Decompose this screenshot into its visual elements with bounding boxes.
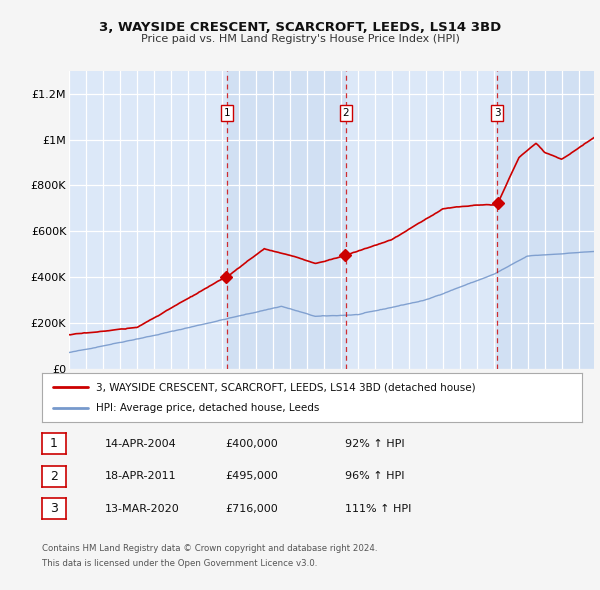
Text: Contains HM Land Registry data © Crown copyright and database right 2024.: Contains HM Land Registry data © Crown c… bbox=[42, 545, 377, 553]
Text: HPI: Average price, detached house, Leeds: HPI: Average price, detached house, Leed… bbox=[96, 404, 319, 414]
Text: 1: 1 bbox=[223, 108, 230, 118]
Text: Price paid vs. HM Land Registry's House Price Index (HPI): Price paid vs. HM Land Registry's House … bbox=[140, 34, 460, 44]
Text: This data is licensed under the Open Government Licence v3.0.: This data is licensed under the Open Gov… bbox=[42, 559, 317, 568]
Text: £716,000: £716,000 bbox=[225, 504, 278, 513]
Text: 2: 2 bbox=[342, 108, 349, 118]
Text: 3, WAYSIDE CRESCENT, SCARCROFT, LEEDS, LS14 3BD: 3, WAYSIDE CRESCENT, SCARCROFT, LEEDS, L… bbox=[99, 21, 501, 34]
Text: 96% ↑ HPI: 96% ↑ HPI bbox=[345, 471, 404, 481]
Bar bbox=[227, 71, 346, 369]
Text: 1: 1 bbox=[50, 437, 58, 450]
Bar bbox=[497, 71, 594, 369]
Text: 2: 2 bbox=[50, 470, 58, 483]
Text: £495,000: £495,000 bbox=[225, 471, 278, 481]
Text: £400,000: £400,000 bbox=[225, 439, 278, 448]
Text: 18-APR-2011: 18-APR-2011 bbox=[105, 471, 176, 481]
Text: 111% ↑ HPI: 111% ↑ HPI bbox=[345, 504, 412, 513]
Text: 3, WAYSIDE CRESCENT, SCARCROFT, LEEDS, LS14 3BD (detached house): 3, WAYSIDE CRESCENT, SCARCROFT, LEEDS, L… bbox=[96, 382, 476, 392]
Text: 3: 3 bbox=[494, 108, 500, 118]
Text: 13-MAR-2020: 13-MAR-2020 bbox=[105, 504, 180, 513]
Text: 92% ↑ HPI: 92% ↑ HPI bbox=[345, 439, 404, 448]
Text: 3: 3 bbox=[50, 502, 58, 515]
Text: 14-APR-2004: 14-APR-2004 bbox=[105, 439, 177, 448]
